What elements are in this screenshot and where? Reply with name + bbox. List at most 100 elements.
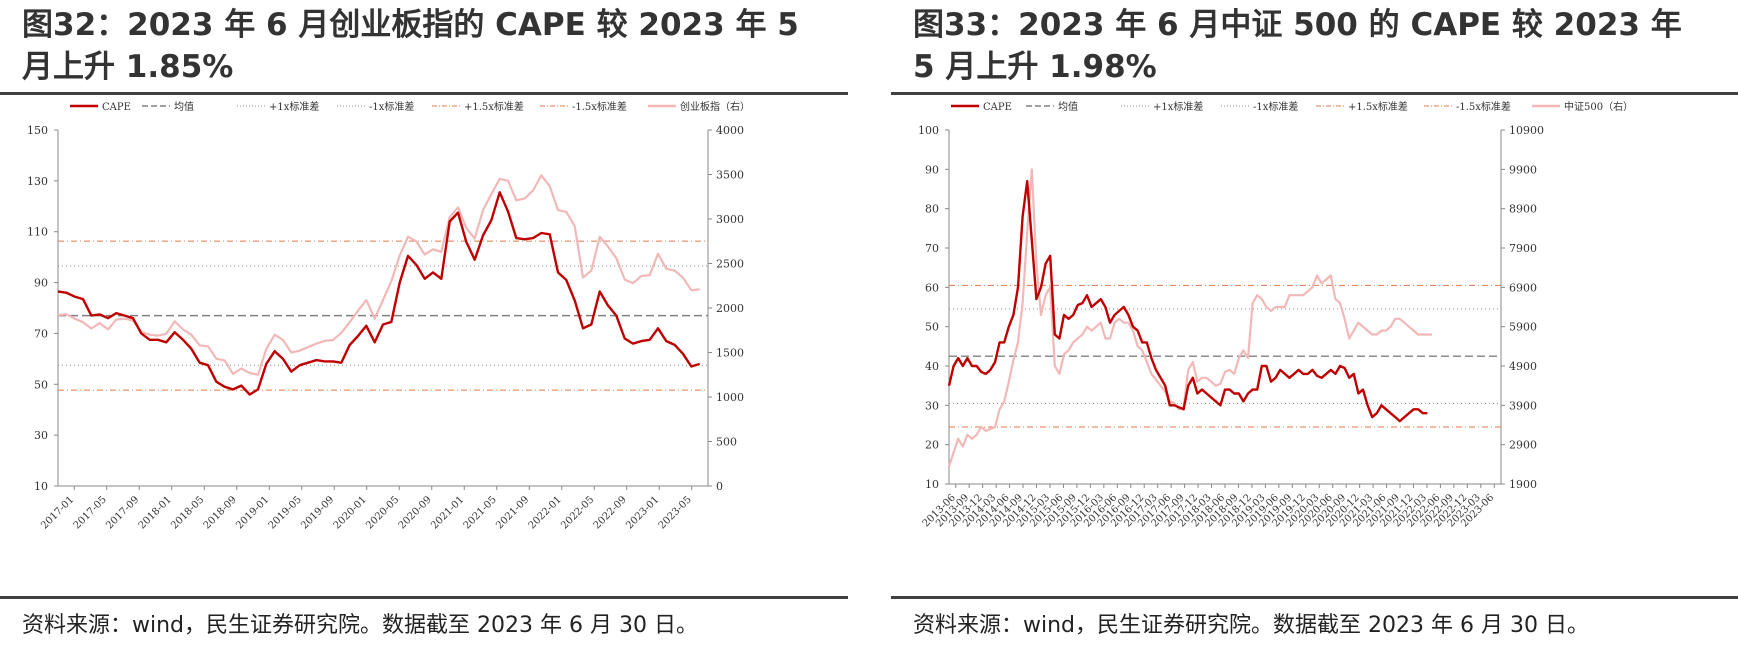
y-right-tick-label: 3500 bbox=[716, 169, 744, 182]
x-tick-label: 2022-05 bbox=[559, 494, 596, 531]
legend-label: 中证500（右） bbox=[1564, 100, 1633, 113]
legend-label: 创业板指（右） bbox=[680, 100, 750, 113]
y-left-tick-label: 30 bbox=[925, 399, 939, 412]
legend-minus-1sd: -1x标准差 bbox=[337, 100, 414, 113]
x-tick-label: 2021-01 bbox=[429, 494, 466, 531]
cape-series-line bbox=[58, 192, 700, 394]
y-left-tick-label: 30 bbox=[34, 429, 48, 442]
legend-label: +1x标准差 bbox=[269, 100, 319, 113]
x-tick-label: 2020-01 bbox=[332, 494, 369, 531]
y-right-tick-label: 7900 bbox=[1509, 242, 1537, 255]
legend-label: 均值 bbox=[174, 100, 194, 113]
y-left-tick-label: 50 bbox=[34, 378, 48, 391]
y-right-tick-label: 10900 bbox=[1509, 124, 1544, 137]
y-right-tick-label: 2500 bbox=[716, 258, 744, 271]
x-tick-label: 2022-01 bbox=[527, 494, 564, 531]
legend-mean: 均值 bbox=[142, 100, 194, 113]
y-left-tick-label: 40 bbox=[925, 360, 939, 373]
x-tick-label: 2019-05 bbox=[267, 494, 304, 531]
y-left-tick-label: 10 bbox=[925, 478, 939, 491]
y-right-tick-label: 0 bbox=[716, 480, 723, 493]
x-tick-label: 2022-09 bbox=[592, 494, 629, 531]
y-left-tick-label: 70 bbox=[34, 327, 48, 340]
y-left-tick-label: 10 bbox=[34, 480, 48, 493]
legend-label: -1x标准差 bbox=[1253, 100, 1298, 113]
y-right-tick-label: 3900 bbox=[1509, 399, 1537, 412]
y-left-tick-label: 70 bbox=[925, 242, 939, 255]
y-left-tick-label: 90 bbox=[34, 277, 48, 290]
y-left-tick-label: 60 bbox=[925, 281, 939, 294]
legend-label: 均值 bbox=[1058, 100, 1078, 113]
y-right-tick-label: 8900 bbox=[1509, 203, 1537, 216]
legend-label: +1.5x标准差 bbox=[464, 100, 524, 113]
cape-chart-cyb: 1030507090110130150050010001500200025003… bbox=[0, 100, 848, 540]
y-right-tick-label: 1500 bbox=[716, 347, 744, 360]
y-right-tick-label: 5900 bbox=[1509, 321, 1537, 334]
x-tick-label: 2020-09 bbox=[397, 494, 434, 531]
x-tick-label: 2017-01 bbox=[39, 494, 76, 531]
cape-series-line bbox=[949, 181, 1427, 421]
y-right-tick-label: 2900 bbox=[1509, 439, 1537, 452]
x-tick-label: 2023-05 bbox=[657, 494, 694, 531]
y-left-tick-label: 150 bbox=[27, 124, 48, 137]
y-right-tick-label: 4900 bbox=[1509, 360, 1537, 373]
y-left-tick-label: 110 bbox=[27, 226, 48, 239]
source-note: 资料来源：wind，民生证券研究院。数据截至 2023 年 6 月 30 日。 bbox=[22, 606, 698, 646]
y-right-tick-label: 2000 bbox=[716, 302, 744, 315]
y-right-tick-label: 1000 bbox=[716, 391, 744, 404]
source-rule bbox=[0, 596, 848, 599]
y-right-tick-label: 6900 bbox=[1509, 281, 1537, 294]
x-tick-label: 2019-09 bbox=[299, 494, 336, 531]
y-right-tick-label: 500 bbox=[716, 436, 737, 449]
x-tick-label: 2023-01 bbox=[624, 494, 661, 531]
y-right-tick-label: 1900 bbox=[1509, 478, 1537, 491]
y-left-tick-label: 20 bbox=[925, 439, 939, 452]
legend-label: +1x标准差 bbox=[1153, 100, 1203, 113]
x-tick-label: 2017-09 bbox=[104, 494, 141, 531]
y-right-tick-label: 9900 bbox=[1509, 163, 1537, 176]
y-left-tick-label: 50 bbox=[925, 321, 939, 334]
x-tick-label: 2021-05 bbox=[462, 494, 499, 531]
chart-panel-csi500: 图33：2023 年 6 月中证 500 的 CAPE 较 2023 年 5 月… bbox=[891, 0, 1738, 657]
legend-label: -1.5x标准差 bbox=[1456, 100, 1511, 113]
figure-title: 图33：2023 年 6 月中证 500 的 CAPE 较 2023 年 5 月… bbox=[913, 4, 1713, 88]
legend-label: -1x标准差 bbox=[369, 100, 414, 113]
y-left-tick-label: 100 bbox=[918, 124, 939, 137]
legend-label: CAPE bbox=[983, 102, 1012, 113]
y-left-tick-label: 130 bbox=[27, 175, 48, 188]
legend-minus-1-5sd: -1.5x标准差 bbox=[540, 100, 627, 113]
x-tick-label: 2018-01 bbox=[137, 494, 174, 531]
chart-panel-cyb: 图32：2023 年 6 月创业板指的 CAPE 较 2023 年 5 月上升 … bbox=[0, 0, 848, 657]
figure-title: 图32：2023 年 6 月创业板指的 CAPE 较 2023 年 5 月上升 … bbox=[22, 4, 822, 88]
legend-label: -1.5x标准差 bbox=[572, 100, 627, 113]
index-series-line bbox=[58, 175, 700, 374]
y-left-tick-label: 90 bbox=[925, 163, 939, 176]
legend-label: +1.5x标准差 bbox=[1348, 100, 1408, 113]
x-tick-label: 2018-05 bbox=[169, 494, 206, 531]
x-tick-label: 2019-01 bbox=[234, 494, 271, 531]
source-note: 资料来源：wind，民生证券研究院。数据截至 2023 年 6 月 30 日。 bbox=[913, 606, 1589, 646]
legend-mean: 均值 bbox=[1026, 100, 1078, 113]
legend-plus-1-5sd: +1.5x标准差 bbox=[432, 100, 524, 113]
legend-cape: CAPE bbox=[951, 102, 1012, 113]
x-tick-label: 2018-09 bbox=[202, 494, 239, 531]
legend-minus-1-5sd: -1.5x标准差 bbox=[1424, 100, 1511, 113]
x-tick-label: 2020-05 bbox=[364, 494, 401, 531]
legend-plus-1sd: +1x标准差 bbox=[237, 100, 319, 113]
source-rule bbox=[891, 596, 1738, 599]
cape-chart-csi500: 10 20 30 40 50 60 70 80 90 100 1900 2900 3900 4900 590… bbox=[891, 100, 1738, 540]
y-right-tick-label: 3000 bbox=[716, 213, 744, 226]
legend-minus-1sd: -1x标准差 bbox=[1221, 100, 1298, 113]
legend-index: 中证500（右） bbox=[1532, 100, 1633, 113]
y-left-tick-label: 80 bbox=[925, 203, 939, 216]
legend-index: 创业板指（右） bbox=[648, 100, 750, 113]
legend-plus-1-5sd: +1.5x标准差 bbox=[1316, 100, 1408, 113]
legend-label: CAPE bbox=[102, 102, 131, 113]
x-tick-label: 2017-05 bbox=[72, 494, 109, 531]
index-series-line bbox=[949, 169, 1432, 466]
title-rule bbox=[0, 92, 848, 95]
legend-plus-1sd: +1x标准差 bbox=[1121, 100, 1203, 113]
legend-cape: CAPE bbox=[70, 102, 131, 113]
title-rule bbox=[891, 92, 1738, 95]
y-right-tick-label: 4000 bbox=[716, 124, 744, 137]
